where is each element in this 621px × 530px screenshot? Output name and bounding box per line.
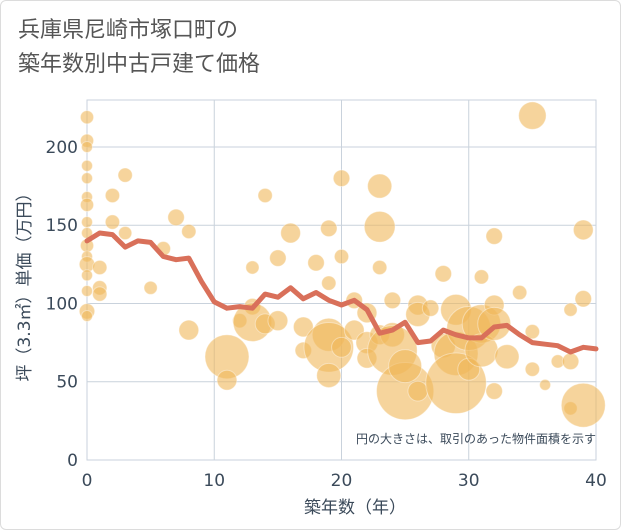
transaction-bubble[interactable] [539,378,552,391]
y-axis-label: 坪（3.3㎡）単価（万円） [15,184,35,381]
transaction-bubble[interactable] [307,254,325,272]
transaction-bubble[interactable] [79,110,95,125]
bubble-size-note: 円の大きさは、取引のあった物件面積を示す [356,431,596,446]
x-tick-label: 10 [203,471,225,491]
transaction-bubble[interactable] [333,248,350,265]
transaction-bubble[interactable] [81,310,93,322]
transaction-bubble[interactable] [332,169,351,188]
transaction-bubble[interactable] [79,197,95,212]
average-price-line [84,230,599,355]
transaction-bubble[interactable] [257,187,273,204]
grid-lines [86,99,597,461]
title-line-1: 兵庫県尼崎市塚口町の [18,18,239,43]
transaction-bubble[interactable] [92,259,108,276]
transaction-bubble[interactable] [485,382,503,400]
transaction-bubble[interactable] [321,275,337,291]
transaction-bubble[interactable] [316,362,342,389]
transaction-bubble[interactable] [407,380,429,402]
transaction-bubble[interactable] [81,159,93,172]
transaction-bubble[interactable] [117,167,133,183]
transaction-bubble[interactable] [388,349,423,384]
transaction-bubble[interactable] [245,260,260,275]
transaction-bubble[interactable] [363,210,396,243]
transaction-bubble[interactable] [118,225,133,241]
tick-labels: 0 10 20 30 40 0 50 100 150 200 [46,138,607,491]
transaction-bubble[interactable] [561,352,580,371]
transaction-bubble[interactable] [81,140,93,153]
transaction-bubble[interactable] [292,316,314,338]
transaction-bubble[interactable] [518,101,547,130]
transaction-bubble[interactable] [216,369,238,391]
transaction-bubble[interactable] [104,187,121,204]
transaction-bubble[interactable] [331,336,352,358]
y-tick-label: 100 [46,294,78,314]
transaction-bubble[interactable] [104,214,121,230]
x-tick-label: 40 [585,471,607,491]
transaction-bubble[interactable] [181,223,197,240]
transaction-bubble[interactable] [524,361,541,377]
y-tick-label: 200 [46,138,78,158]
transaction-bubble[interactable] [167,208,185,227]
transaction-bubble[interactable] [383,291,402,310]
transaction-bubble[interactable] [560,382,606,428]
transaction-bubble[interactable] [269,249,287,267]
title-line-2: 築年数別中古戸建て価格 [18,52,261,77]
y-tick-label: 0 [67,451,78,471]
transaction-bubble[interactable] [92,286,108,302]
transaction-bubble[interactable] [143,280,158,295]
transaction-bubble[interactable] [485,227,503,245]
transaction-bubble[interactable] [280,222,302,244]
transaction-bubble[interactable] [81,216,93,229]
transaction-bubble[interactable] [81,172,93,185]
transaction-bubble[interactable] [367,173,393,199]
transaction-bubble[interactable] [524,324,541,340]
transaction-bubble[interactable] [574,290,593,308]
chart-title: 兵庫県尼崎市塚口町の 築年数別中古戸建て価格 [18,14,260,82]
x-tick-label: 20 [331,471,353,491]
transaction-bubble[interactable] [178,319,200,341]
transaction-bubble[interactable] [563,302,578,317]
x-axis-label: 築年数（年） [304,498,406,518]
transaction-bubble[interactable] [512,284,528,301]
y-tick-label: 150 [46,216,78,236]
x-tick-label: 0 [82,471,93,491]
transaction-bubble[interactable] [572,219,594,241]
transaction-bubble[interactable] [473,269,490,285]
transaction-bubble[interactable] [81,284,93,297]
transaction-bubble[interactable] [434,264,453,283]
x-tick-label: 30 [458,471,480,491]
transaction-bubble[interactable] [421,299,440,317]
transaction-bubble[interactable] [494,344,520,370]
transaction-bubble[interactable] [81,269,93,282]
y-tick-label: 50 [56,373,78,393]
transaction-bubble[interactable] [267,310,289,332]
transaction-bubble[interactable] [372,259,388,276]
bubble-layer [78,101,606,428]
transaction-bubble[interactable] [320,219,338,238]
